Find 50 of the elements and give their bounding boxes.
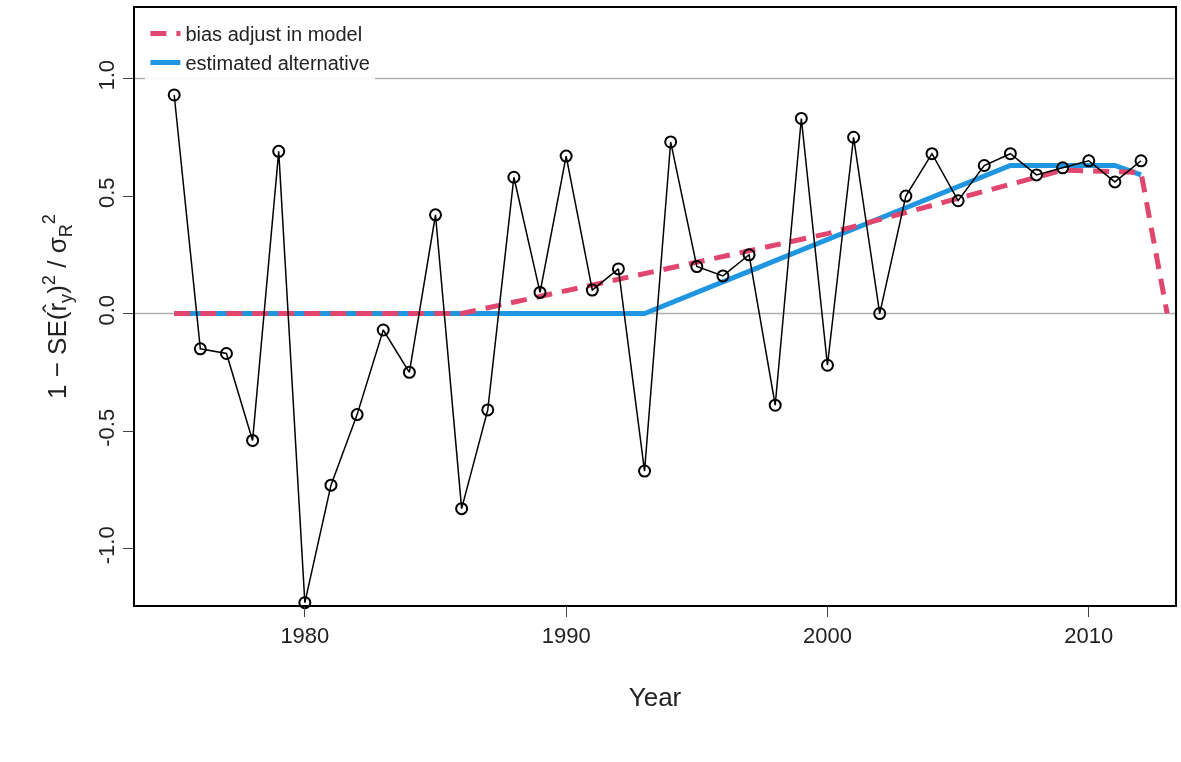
x-tick-label: 1990 bbox=[541, 623, 591, 649]
point bbox=[246, 433, 260, 447]
point bbox=[638, 464, 652, 478]
x-tick-label: 2000 bbox=[802, 623, 852, 649]
point bbox=[1082, 154, 1096, 168]
point bbox=[324, 478, 338, 492]
point bbox=[1108, 175, 1122, 189]
y-tick-label: -0.5 bbox=[94, 408, 120, 447]
point bbox=[690, 260, 704, 274]
point bbox=[951, 194, 965, 208]
point bbox=[1056, 161, 1070, 175]
x-tick-label: 2010 bbox=[1064, 623, 1114, 649]
point bbox=[298, 596, 312, 610]
point bbox=[585, 283, 599, 297]
y-tick-label: -1.0 bbox=[94, 526, 120, 565]
point bbox=[768, 398, 782, 412]
point bbox=[742, 248, 756, 262]
point bbox=[350, 408, 364, 422]
point bbox=[533, 285, 547, 299]
point bbox=[873, 307, 887, 321]
point bbox=[481, 403, 495, 417]
point bbox=[402, 365, 416, 379]
point bbox=[272, 144, 286, 158]
point bbox=[507, 170, 521, 184]
point bbox=[716, 269, 730, 283]
point bbox=[429, 208, 442, 222]
x-tick-label: 1980 bbox=[280, 623, 330, 649]
point bbox=[1134, 154, 1148, 168]
point bbox=[1003, 147, 1017, 161]
point bbox=[820, 358, 834, 372]
point bbox=[977, 158, 991, 172]
point bbox=[925, 147, 939, 161]
point bbox=[847, 130, 861, 144]
legend-label: bias adjust in model bbox=[185, 23, 363, 46]
y-tick-label: 1.0 bbox=[94, 59, 120, 91]
point bbox=[611, 262, 625, 276]
legend-label: estimated alternative bbox=[185, 52, 370, 75]
point bbox=[376, 323, 390, 337]
point bbox=[193, 342, 207, 356]
point bbox=[1030, 168, 1044, 182]
x-axis-title: Year bbox=[628, 681, 682, 712]
point bbox=[167, 88, 181, 102]
point bbox=[794, 111, 808, 125]
y-tick-label: 0.0 bbox=[94, 294, 120, 326]
point bbox=[559, 149, 573, 163]
point bbox=[219, 347, 233, 361]
point bbox=[899, 189, 913, 203]
point bbox=[455, 502, 469, 516]
y-tick-label: 0.5 bbox=[94, 177, 120, 209]
point bbox=[664, 135, 678, 149]
